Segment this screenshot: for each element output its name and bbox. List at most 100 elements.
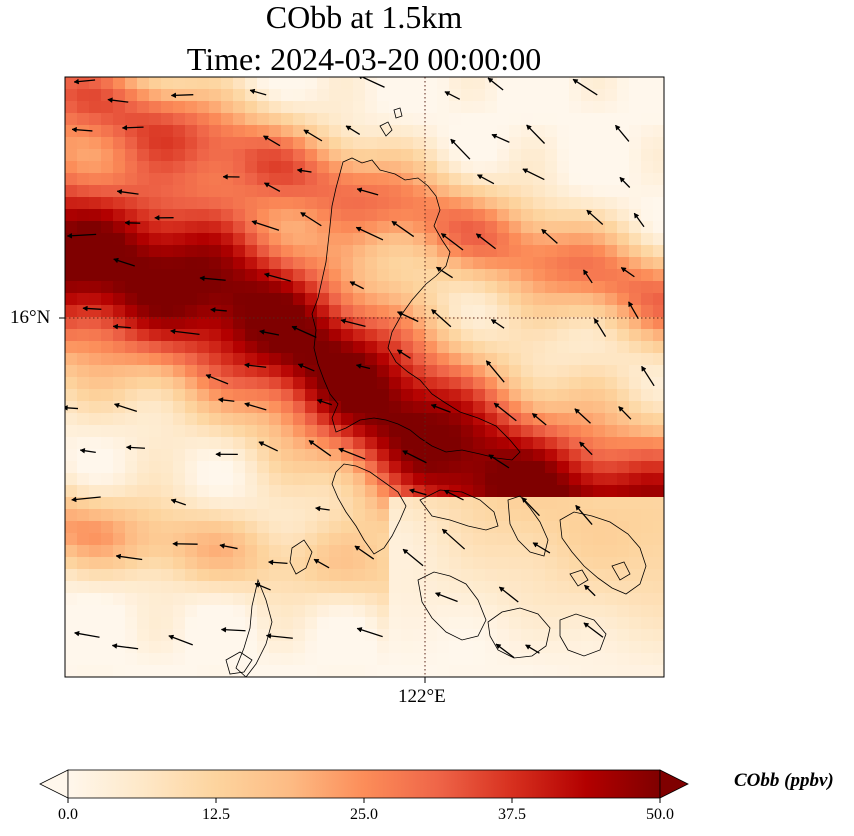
coastline-segment: [419, 489, 499, 531]
wind-arrow: [154, 214, 174, 221]
wind-arrow: [574, 408, 591, 424]
wind-arrow: [620, 267, 635, 278]
coastline-segment: [559, 613, 607, 657]
colorbar-tick-label: 0.0: [58, 806, 78, 823]
wind-arrow: [220, 626, 246, 633]
map-title-line-2: Time: 2024-03-20 00:00:00: [186, 41, 542, 77]
wind-arrow: [254, 582, 271, 591]
wind-arrow: [490, 319, 505, 329]
colorbar-tick-label: 25.0: [350, 806, 378, 823]
wind-arrow: [71, 496, 101, 503]
wind-arrow: [409, 488, 427, 496]
wind-arrow: [313, 558, 330, 569]
wind-arrow: [593, 318, 607, 337]
wind-arrow: [584, 584, 596, 597]
wind-arrow: [531, 412, 547, 426]
coastline-segment: [559, 511, 647, 595]
wind-arrow: [440, 232, 464, 251]
colorbar-tick-label: 37.5: [498, 806, 526, 823]
wind-arrow: [488, 454, 510, 469]
wind-arrow: [572, 78, 598, 96]
wind-arrow: [521, 497, 540, 517]
wind-arrow: [112, 323, 131, 330]
wind-arrow: [579, 441, 593, 456]
wind-arrow: [345, 125, 361, 135]
wind-arrow: [82, 305, 102, 312]
wind-arrow: [249, 88, 267, 96]
wind-arrow: [356, 187, 379, 196]
wind-arrow: [205, 374, 229, 385]
wind-arrow: [300, 211, 322, 227]
wind-arrow: [641, 365, 655, 387]
wind-arrow: [168, 634, 193, 646]
wind-arrow: [314, 505, 330, 512]
coastline-segment: [393, 107, 403, 119]
wind-arrow: [402, 548, 424, 567]
wind-arrow: [532, 542, 551, 554]
wind-arrow: [582, 269, 593, 284]
coastline: [225, 107, 647, 677]
wind-arrow: [355, 226, 384, 241]
wind-vectors: [65, 77, 655, 659]
coastline-segment: [235, 578, 273, 677]
wind-arrow: [614, 124, 630, 142]
wind-arrow: [244, 402, 267, 411]
wind-arrow: [79, 447, 96, 454]
colorbar-extend-low: [39, 769, 69, 799]
wind-arrow: [111, 643, 139, 650]
wind-arrow: [244, 362, 267, 369]
wind-arrow: [124, 220, 141, 226]
coastline-segment: [611, 561, 631, 581]
coastline-segment: [487, 607, 551, 659]
coastline-segment: [289, 539, 313, 575]
wind-arrow: [66, 232, 97, 239]
wind-arrow: [74, 630, 100, 638]
wind-arrow: [170, 328, 200, 336]
wind-arrow: [267, 559, 288, 566]
colorbar-extend-high: [659, 769, 689, 799]
wind-arrow: [619, 176, 631, 188]
wind-arrow: [210, 307, 227, 313]
map-panel[interactable]: [0, 0, 854, 760]
wind-arrow: [170, 498, 186, 506]
coastline-segment: [569, 569, 589, 587]
wind-arrow: [222, 174, 240, 180]
wind-arrow: [491, 133, 510, 143]
wind-arrow: [215, 451, 238, 458]
wind-arrow: [541, 228, 558, 244]
wind-arrow: [396, 311, 419, 323]
wind-arrow: [251, 220, 280, 231]
wind-arrow: [487, 77, 504, 91]
latitude-tick-label: 16°N: [10, 307, 51, 328]
wind-arrow: [633, 212, 645, 228]
wind-arrow: [340, 318, 366, 327]
wind-arrow: [354, 545, 375, 560]
wind-arrow: [263, 135, 281, 147]
wind-arrow: [116, 189, 139, 195]
wind-arrow: [441, 528, 466, 550]
colorbar-gradient: [67, 769, 661, 799]
wind-arrow: [219, 543, 238, 550]
wind-arrow: [396, 349, 411, 359]
wind-arrow: [586, 209, 604, 225]
wind-arrow: [107, 97, 129, 103]
wind-arrow: [493, 402, 517, 422]
wind-arrow: [498, 586, 519, 603]
wind-arrow: [71, 126, 93, 133]
colorbar-tick-label: 12.5: [202, 806, 230, 823]
co-concentration-field: [65, 77, 664, 677]
wind-arrow: [73, 78, 96, 85]
coastline-segment: [507, 495, 549, 557]
coastline-segment: [417, 571, 487, 641]
wind-arrow: [199, 275, 226, 282]
wind-arrow: [430, 403, 451, 413]
colorbar-label: CObb (ppbv): [734, 770, 834, 791]
wind-arrow: [583, 622, 604, 638]
wind-arrow: [355, 363, 371, 370]
wind-arrow: [495, 643, 515, 659]
wind-arrow: [435, 266, 453, 279]
wind-arrow: [402, 450, 427, 464]
wind-arrow: [113, 257, 135, 267]
wind-arrow: [263, 272, 291, 282]
wind-arrow: [296, 167, 312, 174]
